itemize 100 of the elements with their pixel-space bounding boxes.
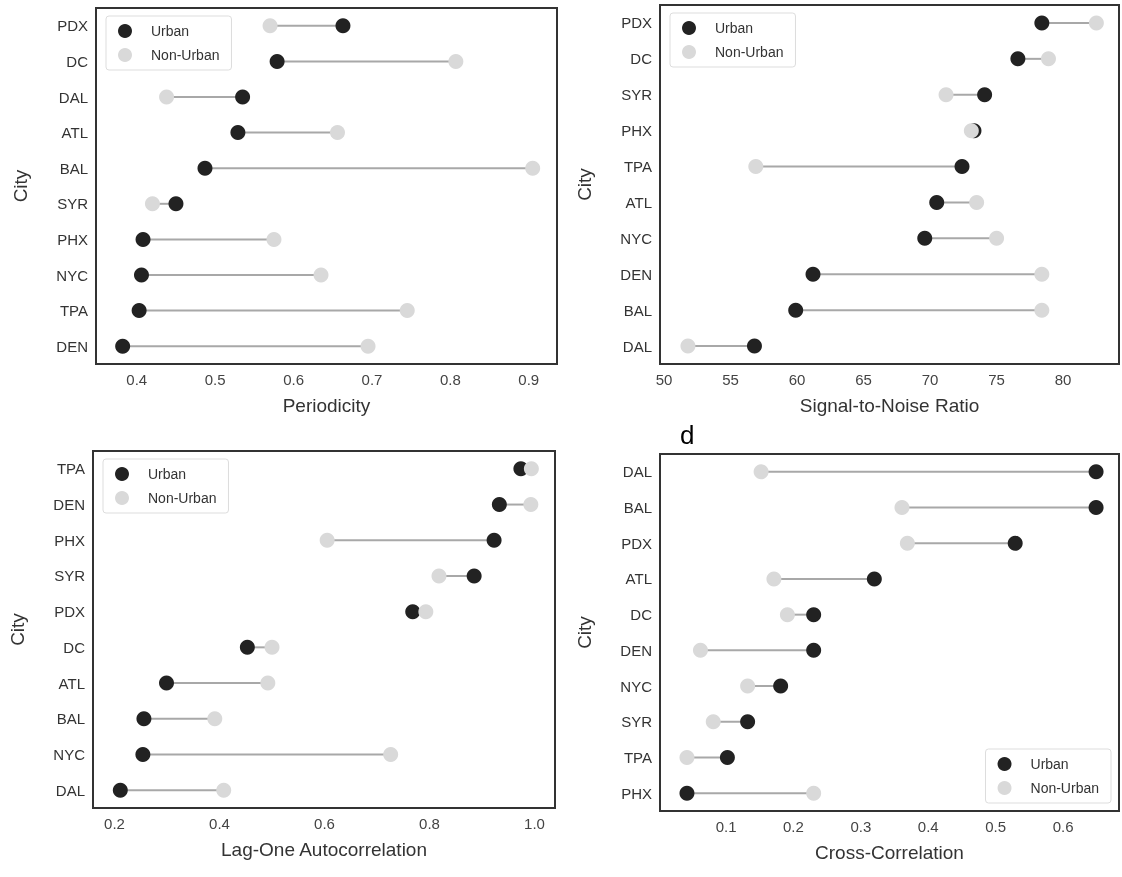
point <box>806 785 822 801</box>
point <box>360 338 376 354</box>
point <box>1088 500 1104 516</box>
x-tick-label: 0.6 <box>283 371 304 388</box>
point <box>740 678 756 694</box>
legend-label: Non-Urban <box>151 47 220 63</box>
y-tick-label: PDX <box>54 603 85 621</box>
point <box>335 18 351 34</box>
point <box>159 89 175 105</box>
y-tick-label: DC <box>63 638 86 656</box>
x-tick-label: 0.8 <box>439 371 461 388</box>
y-tick-label: PHX <box>621 784 652 802</box>
x-tick-label: 0.5 <box>204 371 226 388</box>
x-tick-label: 0.4 <box>126 371 148 388</box>
y-tick-label: TPA <box>623 748 652 766</box>
point <box>115 338 131 354</box>
x-tick-label: 80 <box>1054 371 1072 388</box>
point <box>1010 51 1026 67</box>
y-tick-label: TPA <box>56 460 85 478</box>
point <box>313 267 329 283</box>
point <box>692 642 708 658</box>
legend-label: Non-Urban <box>715 44 784 60</box>
point <box>1034 266 1050 282</box>
y-tick-label: NYC <box>620 229 653 247</box>
x-axis-title: Signal-to-Noise Ratio <box>799 395 980 416</box>
legend-label: Urban <box>1030 756 1069 772</box>
x-tick-label: 60 <box>788 371 806 388</box>
y-axis-title: City <box>10 169 31 203</box>
y-tick-label: BAL <box>56 710 85 728</box>
point <box>523 497 539 513</box>
x-tick-label: 65 <box>855 371 872 388</box>
y-tick-label: ATL <box>625 193 652 211</box>
point <box>230 125 246 141</box>
y-axis-title: City <box>7 612 28 646</box>
x-tick-label: 50 <box>655 371 673 388</box>
x-tick-label: 0.6 <box>314 815 335 832</box>
y-tick-label: ATL <box>61 124 88 142</box>
point <box>1034 15 1050 31</box>
y-tick-label: DEN <box>56 337 88 355</box>
point <box>144 196 160 212</box>
point <box>319 532 335 548</box>
y-tick-label: TPA <box>623 158 652 176</box>
y-tick-label: BAL <box>59 159 88 177</box>
point <box>746 338 762 354</box>
x-tick-label: 0.4 <box>209 815 230 832</box>
y-tick-label: DAL <box>55 781 85 799</box>
legend-label: Non-Urban <box>148 490 217 506</box>
point <box>135 231 151 247</box>
y-tick-label: BAL <box>623 301 652 319</box>
point <box>779 607 795 623</box>
point <box>894 500 910 516</box>
point <box>788 302 804 318</box>
point <box>329 125 345 141</box>
point <box>740 714 756 730</box>
point <box>399 303 415 319</box>
point <box>899 535 915 551</box>
y-tick-label: DC <box>630 606 653 624</box>
x-tick-label: 0.4 <box>917 818 939 835</box>
y-tick-label: DAL <box>622 337 652 355</box>
point <box>705 714 721 730</box>
point <box>383 746 399 762</box>
point <box>216 782 232 798</box>
point <box>1007 535 1023 551</box>
point <box>805 266 821 282</box>
point <box>431 568 447 584</box>
point <box>679 785 695 801</box>
y-tick-label: NYC <box>53 745 86 763</box>
x-tick-label: 0.5 <box>985 818 1007 835</box>
legend-label: Urban <box>151 23 190 39</box>
x-tick-label: 0.2 <box>783 818 804 835</box>
point <box>954 159 970 175</box>
point <box>977 87 993 103</box>
y-tick-label: PHX <box>57 230 88 248</box>
point <box>466 568 482 584</box>
point <box>523 461 539 477</box>
point <box>1034 302 1050 318</box>
x-tick-label: 70 <box>921 371 939 388</box>
legend-label: Urban <box>715 20 754 36</box>
point <box>207 711 223 727</box>
point <box>112 782 128 798</box>
y-tick-label: NYC <box>620 677 653 695</box>
point <box>748 159 764 175</box>
x-tick-label: 1.0 <box>524 815 545 832</box>
y-axis-title: City <box>574 615 595 649</box>
x-tick-label: 0.3 <box>850 818 872 835</box>
x-tick-label: 0.1 <box>715 818 737 835</box>
x-tick-label: 0.2 <box>104 815 125 832</box>
y-tick-label: SYR <box>621 86 653 104</box>
x-tick-label: 75 <box>988 371 1005 388</box>
point <box>264 639 280 655</box>
point <box>235 89 251 105</box>
point <box>168 196 184 212</box>
point <box>131 303 147 319</box>
point <box>1041 51 1056 67</box>
point <box>418 604 434 620</box>
point <box>159 675 174 691</box>
y-tick-label: SYR <box>57 195 89 213</box>
y-tick-label: DAL <box>58 88 88 106</box>
text: d <box>680 420 695 450</box>
point <box>969 194 985 210</box>
